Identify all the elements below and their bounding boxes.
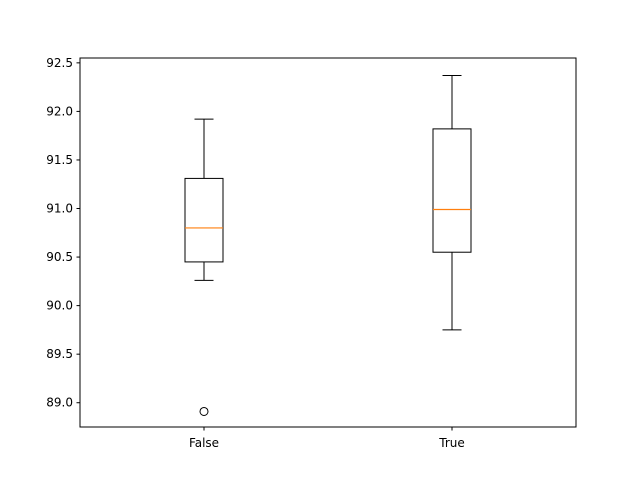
- y-tick-label: 91.0: [46, 202, 73, 216]
- flier-false: [199, 406, 209, 416]
- x-tick-label: False: [189, 436, 219, 450]
- y-tick-label: 92.0: [46, 104, 73, 118]
- y-tick-label: 90.5: [46, 250, 73, 264]
- plot-area: 89.0 89.5 90.0 90.5 91.0 91.5 92.0 92.5 False Tru…: [46, 56, 577, 450]
- box-true: [432, 128, 472, 253]
- y-tick-label: 91.5: [46, 153, 73, 167]
- y-tick-label: 92.5: [46, 56, 73, 70]
- x-tick-label: True: [438, 436, 465, 450]
- y-tick-label: 89.0: [46, 396, 73, 410]
- box-false: [184, 177, 224, 263]
- y-tick-label: 90.0: [46, 299, 73, 313]
- y-tick-label: 89.5: [46, 347, 73, 361]
- axes-frame: [79, 57, 577, 428]
